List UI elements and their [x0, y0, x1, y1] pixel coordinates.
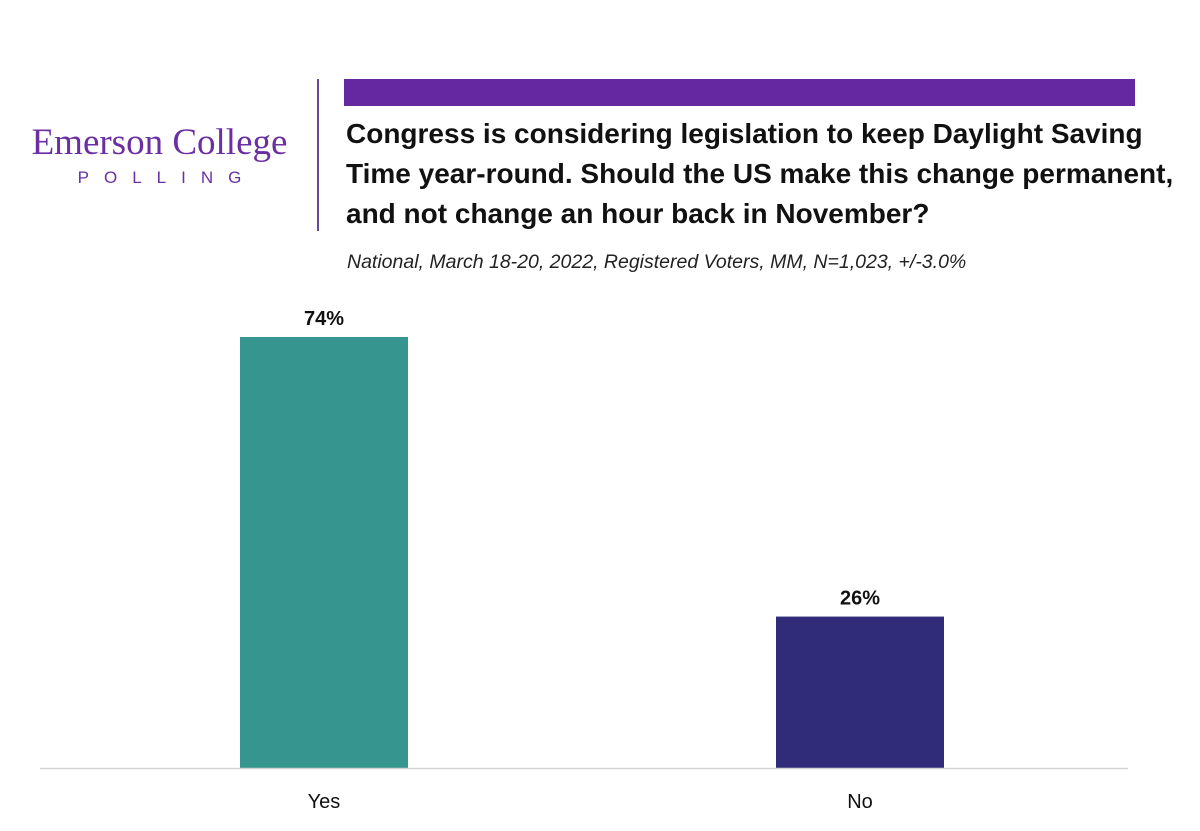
category-label-yes: Yes	[308, 791, 341, 813]
logo-subtitle: POLLING	[77, 168, 257, 187]
bar-no	[776, 616, 944, 768]
chart-subtitle: National, March 18-20, 2022, Registered …	[347, 251, 967, 273]
chart-title: Congress is considering legislation to k…	[346, 118, 1174, 229]
logo-title: Emerson College	[31, 122, 288, 163]
accent-bar	[344, 79, 1135, 106]
data-label-yes: 74%	[304, 308, 344, 330]
header-divider	[317, 79, 319, 231]
bar-yes	[240, 337, 408, 768]
category-label-no: No	[847, 791, 873, 813]
data-label-no: 26%	[840, 588, 880, 610]
